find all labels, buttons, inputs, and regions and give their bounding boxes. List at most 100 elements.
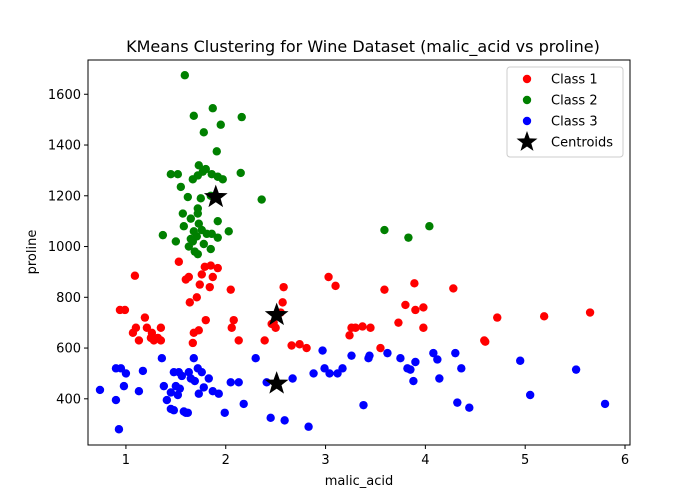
data-point [338,364,347,373]
data-point [419,303,428,312]
data-point [227,323,236,332]
data-point [410,279,419,288]
data-point [158,230,168,240]
data-point [120,305,130,315]
data-point [251,354,260,363]
data-point [204,374,213,383]
plot-frame [87,59,631,446]
data-point [401,300,410,310]
data-point [189,111,198,121]
data-point [220,408,229,417]
data-point [266,413,275,423]
data-point [304,422,313,431]
data-point [197,270,206,279]
data-point [376,343,385,353]
series-class-1 [115,257,595,353]
data-point [208,104,217,113]
data-point [201,315,210,325]
data-point [260,336,269,345]
y-tick-label: 1600 [48,88,81,103]
data-point [121,369,131,378]
data-point [351,323,360,332]
data-point [271,323,280,332]
data-point [199,239,208,249]
data-point [174,257,184,266]
data-point [184,272,194,282]
data-point [185,298,195,307]
data-point [279,282,288,292]
data-point [325,369,334,378]
data-point [224,227,233,236]
x-axis: 1 2 3 4 5 6 [122,445,629,468]
data-point [156,336,166,345]
legend-label: Class 3 [551,115,598,130]
legend-marker [522,116,532,126]
plot-area [95,71,610,434]
data-point [188,338,198,348]
data-point [226,285,235,294]
data-point [176,182,186,192]
y-tick-label: 600 [56,342,81,357]
data-point [114,425,124,434]
data-point [177,371,187,381]
data-point [173,390,183,400]
data-point [406,365,415,374]
data-point [178,209,188,218]
data-point [194,326,203,335]
data-point [157,354,167,363]
data-point [324,272,333,282]
y-tick-label: 1200 [48,189,81,204]
data-point [197,367,206,377]
data-point [147,328,157,338]
data-point [347,351,356,360]
data-point [111,395,121,405]
data-point [411,305,420,315]
data-point [465,403,474,412]
data-point [229,315,238,325]
data-point [205,282,214,292]
chart-title: KMeans Clustering for Wine Dataset (mali… [126,37,600,57]
data-point [234,378,243,387]
data-point [183,408,193,417]
data-point [138,366,148,376]
data-point [183,192,193,202]
data-point [194,219,203,228]
data-point [213,233,222,242]
data-point [119,381,129,391]
legend-label: Centroids [551,136,613,151]
data-point [214,389,223,398]
data-point [571,365,581,374]
data-point [451,348,460,358]
data-point [134,387,144,396]
data-point [380,285,389,294]
data-point [212,147,221,156]
centroid-marker [203,184,228,208]
data-point [169,406,179,415]
data-point [358,322,367,331]
data-point [166,170,176,179]
data-point [278,298,287,307]
data-point [184,242,194,251]
data-point [192,293,201,302]
x-tick-label: 3 [321,453,329,468]
legend-marker [522,95,532,105]
data-point [194,161,203,170]
legend-label: Class 2 [551,94,598,109]
data-point [173,170,183,179]
data-point [218,175,227,184]
data-point [196,194,205,203]
data-point [189,354,198,363]
data-point [331,281,340,291]
data-point [280,416,289,425]
data-point [95,385,105,395]
x-tick-label: 4 [421,453,429,468]
data-point [199,383,208,392]
data-point [213,216,222,226]
x-tick-label: 2 [222,453,230,468]
data-point [186,214,196,223]
data-point [206,244,215,254]
legend-box [506,66,624,158]
data-point [493,313,502,322]
data-point [179,222,189,231]
data-point [481,337,490,346]
